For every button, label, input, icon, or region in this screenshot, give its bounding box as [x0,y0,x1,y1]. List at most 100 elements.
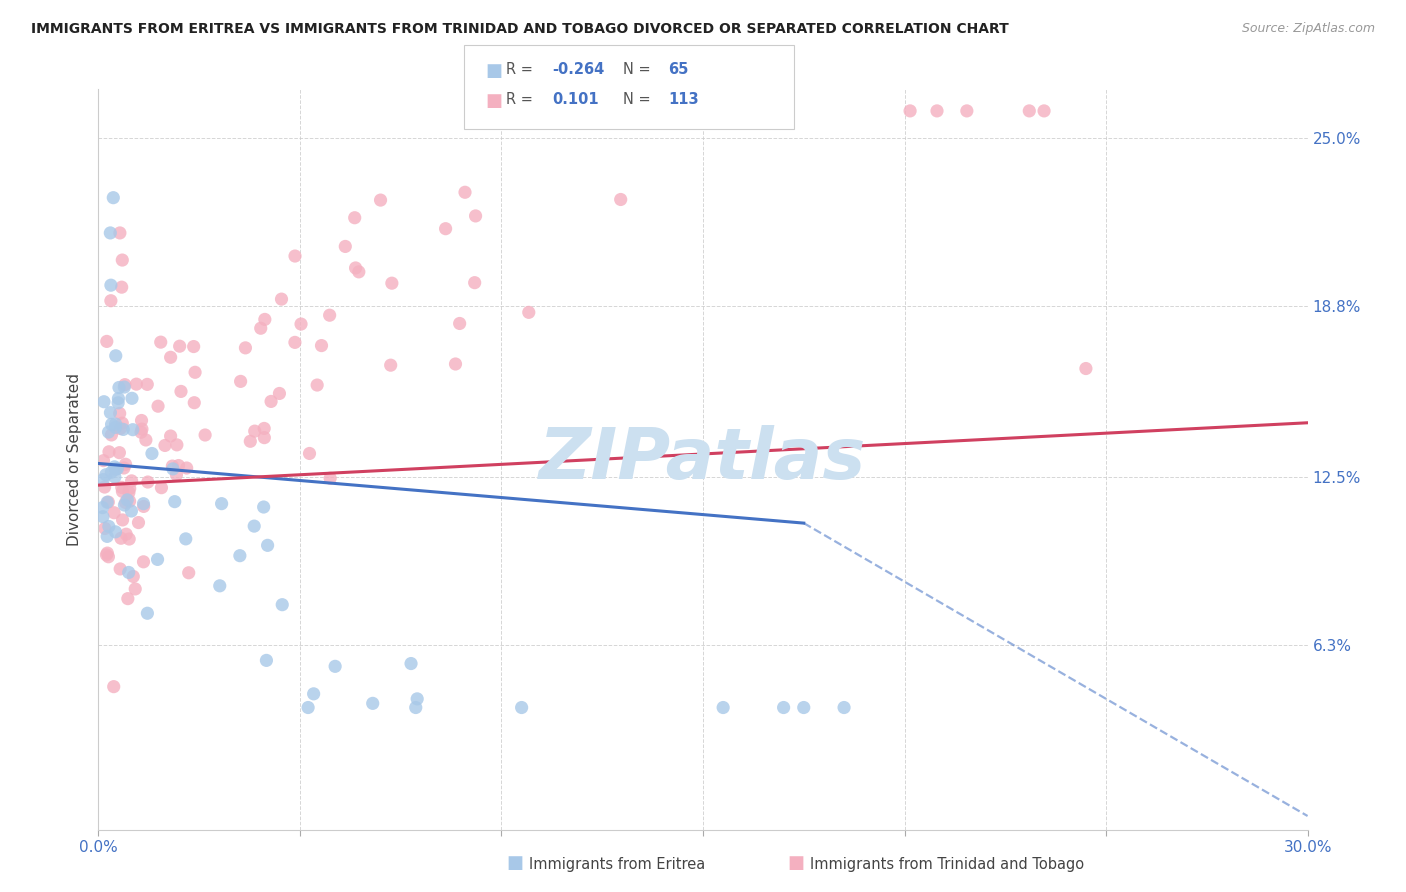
Point [110,531,132,545]
Text: -0.264: -0.264 [553,62,605,78]
Point [335,239,357,253]
Point [307,378,329,392]
Point [111,484,134,499]
Point [162,459,184,474]
Point [170,384,193,399]
Point [194,428,217,442]
Point [112,461,135,475]
Point [96,495,118,509]
Point [464,209,486,223]
Point [117,492,139,507]
Text: 65: 65 [668,62,688,78]
Point [380,358,402,372]
Point [103,680,125,694]
Point [96,546,118,560]
Point [1033,103,1056,118]
Text: N =: N = [623,62,655,78]
Point [97,495,120,509]
Point [253,500,276,514]
Point [167,458,190,473]
Point [381,276,404,290]
Point [122,569,145,583]
Point [104,470,127,484]
Point [136,377,159,392]
Text: Immigrants from Trinidad and Tobago: Immigrants from Trinidad and Tobago [810,857,1084,872]
Point [149,335,172,350]
Point [249,321,271,335]
Point [136,475,159,489]
Point [132,500,155,514]
Point [112,498,135,512]
Point [183,395,205,409]
Point [208,579,231,593]
Point [104,349,127,363]
Text: R =: R = [506,62,537,78]
Point [93,394,115,409]
Point [124,582,146,596]
Point [711,700,734,714]
Point [108,380,131,394]
Point [141,446,163,460]
Point [269,386,291,401]
Point [343,211,366,225]
Point [165,467,187,482]
Point [517,305,540,319]
Point [115,527,138,541]
Text: ■: ■ [506,855,523,872]
Point [449,317,471,331]
Point [136,607,159,621]
Point [100,417,122,432]
Point [107,396,129,410]
Point [146,399,169,413]
Text: ZIPatlas: ZIPatlas [540,425,866,494]
Point [121,392,143,406]
Point [111,416,134,430]
Point [925,103,948,118]
Point [344,260,367,275]
Point [112,380,135,394]
Text: 0.101: 0.101 [553,92,599,107]
Point [832,700,855,714]
Point [174,532,197,546]
Point [108,407,131,421]
Point [118,532,141,546]
Point [211,497,233,511]
Point [93,453,115,467]
Point [593,103,616,118]
Point [125,377,148,392]
Point [107,461,129,475]
Point [111,513,134,527]
Y-axis label: Divorced or Separated: Divorced or Separated [67,373,83,546]
Point [434,221,457,235]
Point [132,555,155,569]
Point [93,480,115,494]
Point [319,471,342,485]
Point [347,265,370,279]
Text: Source: ZipAtlas.com: Source: ZipAtlas.com [1241,22,1375,36]
Point [108,226,131,240]
Point [370,193,392,207]
Text: IMMIGRANTS FROM ERITREA VS IMMIGRANTS FROM TRINIDAD AND TOBAGO DIVORCED OR SEPAR: IMMIGRANTS FROM ERITREA VS IMMIGRANTS FR… [31,22,1008,37]
Point [120,504,142,518]
Point [235,341,257,355]
Point [515,103,537,118]
Point [98,444,121,458]
Point [243,424,266,438]
Point [104,462,127,476]
Point [100,428,122,442]
Point [256,538,278,552]
Point [104,420,127,434]
Point [176,461,198,475]
Point [131,413,153,427]
Point [114,495,136,509]
Point [318,308,340,322]
Point [284,249,307,263]
Point [239,434,262,449]
Text: 113: 113 [668,92,699,107]
Point [510,700,533,714]
Point [94,521,117,535]
Point [100,406,122,420]
Point [104,524,127,539]
Point [298,446,321,460]
Point [96,548,118,562]
